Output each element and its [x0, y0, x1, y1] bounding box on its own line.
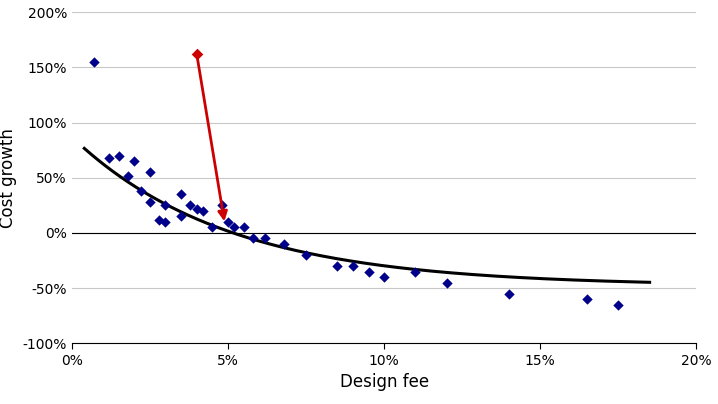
- Point: [191, 51, 202, 57]
- Point: [113, 152, 124, 159]
- Point: [300, 252, 312, 258]
- Point: [197, 208, 209, 214]
- Point: [88, 59, 99, 65]
- X-axis label: Design fee: Design fee: [340, 373, 429, 391]
- Point: [503, 290, 515, 297]
- Point: [135, 188, 146, 194]
- Point: [410, 268, 421, 275]
- Point: [228, 224, 240, 231]
- Point: [363, 268, 374, 275]
- Point: [238, 224, 249, 231]
- Point: [348, 263, 359, 269]
- Point: [223, 219, 234, 225]
- Y-axis label: Cost growth: Cost growth: [0, 128, 17, 228]
- Point: [247, 235, 258, 242]
- Point: [154, 217, 165, 223]
- Point: [441, 280, 452, 286]
- Point: [159, 219, 171, 225]
- Point: [582, 296, 593, 303]
- Point: [129, 158, 140, 164]
- Point: [279, 241, 290, 247]
- Point: [159, 202, 171, 208]
- Point: [260, 235, 271, 242]
- Point: [216, 202, 228, 208]
- Point: [332, 263, 343, 269]
- Point: [378, 274, 390, 280]
- Point: [175, 213, 187, 220]
- Point: [103, 155, 115, 161]
- Point: [175, 191, 187, 198]
- Point: [185, 202, 196, 208]
- Point: [612, 301, 624, 308]
- Point: [122, 173, 134, 179]
- Point: [144, 199, 156, 205]
- Point: [207, 224, 218, 231]
- Point: [191, 206, 202, 212]
- Point: [144, 169, 156, 175]
